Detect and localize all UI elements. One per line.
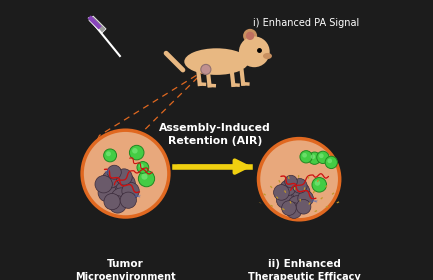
Circle shape (106, 176, 128, 199)
Circle shape (139, 164, 144, 168)
Circle shape (259, 139, 340, 220)
Circle shape (109, 196, 126, 213)
Circle shape (106, 151, 111, 156)
Circle shape (139, 171, 155, 187)
Circle shape (274, 185, 289, 200)
Circle shape (319, 153, 324, 158)
Circle shape (310, 154, 315, 159)
Text: Microenvironment: Microenvironment (75, 272, 176, 280)
Ellipse shape (263, 53, 272, 59)
Text: ✂: ✂ (310, 196, 318, 206)
Circle shape (312, 178, 326, 192)
Circle shape (111, 188, 132, 209)
Circle shape (298, 191, 313, 206)
Circle shape (142, 174, 148, 180)
Circle shape (104, 193, 120, 210)
Circle shape (95, 176, 112, 193)
Circle shape (239, 36, 270, 67)
Circle shape (293, 179, 307, 193)
Circle shape (243, 29, 257, 43)
Text: ii) Enhanced: ii) Enhanced (268, 259, 341, 269)
Circle shape (98, 183, 116, 202)
Circle shape (132, 148, 138, 153)
Circle shape (116, 169, 132, 185)
Circle shape (284, 185, 304, 206)
Circle shape (120, 192, 136, 208)
Circle shape (317, 151, 329, 164)
Circle shape (327, 158, 332, 163)
Circle shape (308, 152, 321, 164)
Circle shape (288, 196, 307, 214)
Text: ✂: ✂ (103, 165, 114, 176)
Circle shape (129, 145, 144, 160)
Text: Therapeutic Efficacy: Therapeutic Efficacy (248, 272, 361, 280)
Circle shape (107, 165, 121, 179)
Circle shape (276, 192, 293, 208)
Circle shape (201, 64, 211, 74)
Ellipse shape (184, 48, 249, 75)
Circle shape (292, 183, 310, 200)
Text: i) Enhanced PA Signal: i) Enhanced PA Signal (253, 18, 359, 28)
Circle shape (137, 162, 149, 173)
Circle shape (82, 130, 169, 217)
Text: Assembly-Induced
Retention (AIR): Assembly-Induced Retention (AIR) (159, 123, 271, 146)
Circle shape (103, 149, 116, 162)
Text: Tumor: Tumor (107, 259, 144, 269)
Circle shape (281, 201, 296, 215)
Text: ✂: ✂ (133, 192, 142, 202)
Circle shape (280, 180, 296, 196)
Circle shape (246, 32, 254, 40)
Circle shape (286, 203, 302, 218)
Circle shape (302, 153, 307, 158)
Circle shape (300, 151, 312, 163)
Circle shape (315, 180, 320, 186)
Polygon shape (89, 16, 106, 33)
Circle shape (102, 171, 120, 188)
Circle shape (284, 175, 297, 188)
Polygon shape (87, 15, 102, 29)
Circle shape (296, 199, 311, 214)
Circle shape (122, 182, 139, 200)
Circle shape (116, 174, 135, 193)
Circle shape (325, 156, 337, 169)
